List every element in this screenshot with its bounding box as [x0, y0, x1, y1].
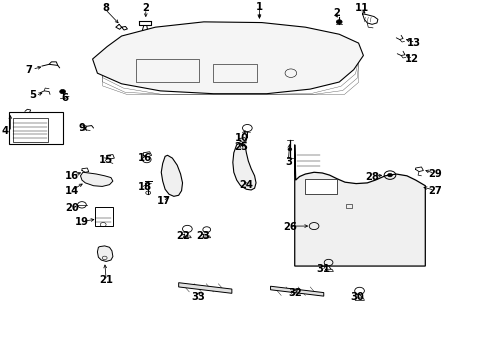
Text: 18: 18 — [137, 182, 151, 192]
Text: 32: 32 — [287, 288, 301, 298]
Text: 27: 27 — [427, 186, 441, 196]
Polygon shape — [97, 246, 113, 261]
Text: 28: 28 — [364, 171, 378, 181]
Text: 9: 9 — [78, 123, 85, 133]
Polygon shape — [92, 22, 363, 94]
Text: 15: 15 — [99, 155, 113, 165]
Polygon shape — [161, 155, 182, 196]
Text: 19: 19 — [75, 217, 89, 227]
Text: 23: 23 — [196, 231, 209, 241]
Text: 33: 33 — [191, 292, 204, 302]
Text: 26: 26 — [282, 222, 296, 232]
Circle shape — [335, 20, 341, 24]
Text: 12: 12 — [404, 54, 418, 64]
Text: 16: 16 — [137, 153, 151, 163]
Bar — [94, 207, 113, 226]
Text: 22: 22 — [176, 231, 190, 241]
Bar — [305, 178, 336, 193]
Text: 25: 25 — [234, 142, 248, 152]
Text: 3: 3 — [285, 157, 291, 167]
Circle shape — [60, 90, 65, 94]
Text: 14: 14 — [65, 186, 79, 196]
Text: 13: 13 — [407, 38, 420, 48]
Text: 6: 6 — [61, 93, 68, 103]
Text: 8: 8 — [103, 3, 109, 13]
Bar — [9, 112, 62, 144]
Circle shape — [287, 148, 291, 151]
Text: 24: 24 — [239, 180, 253, 190]
Text: 16: 16 — [65, 171, 79, 181]
Text: 2: 2 — [332, 8, 339, 18]
Text: 5: 5 — [29, 90, 36, 100]
Text: 29: 29 — [427, 169, 441, 179]
Text: 1: 1 — [256, 2, 262, 12]
Polygon shape — [270, 286, 323, 296]
Text: 30: 30 — [350, 292, 363, 302]
Polygon shape — [232, 143, 256, 190]
Text: 2: 2 — [142, 3, 149, 13]
Text: 11: 11 — [355, 3, 369, 13]
Bar — [136, 59, 198, 82]
Bar — [346, 204, 351, 208]
Text: 20: 20 — [65, 203, 79, 213]
Text: 17: 17 — [157, 196, 171, 206]
Text: 31: 31 — [316, 263, 330, 273]
Bar — [213, 64, 257, 82]
Text: 7: 7 — [25, 65, 32, 75]
Polygon shape — [178, 283, 231, 293]
Text: 10: 10 — [234, 132, 248, 142]
Text: 4: 4 — [2, 126, 9, 136]
Text: 21: 21 — [99, 275, 113, 285]
Polygon shape — [80, 172, 113, 186]
Circle shape — [387, 174, 392, 177]
Polygon shape — [294, 145, 424, 266]
Bar — [13, 118, 47, 142]
